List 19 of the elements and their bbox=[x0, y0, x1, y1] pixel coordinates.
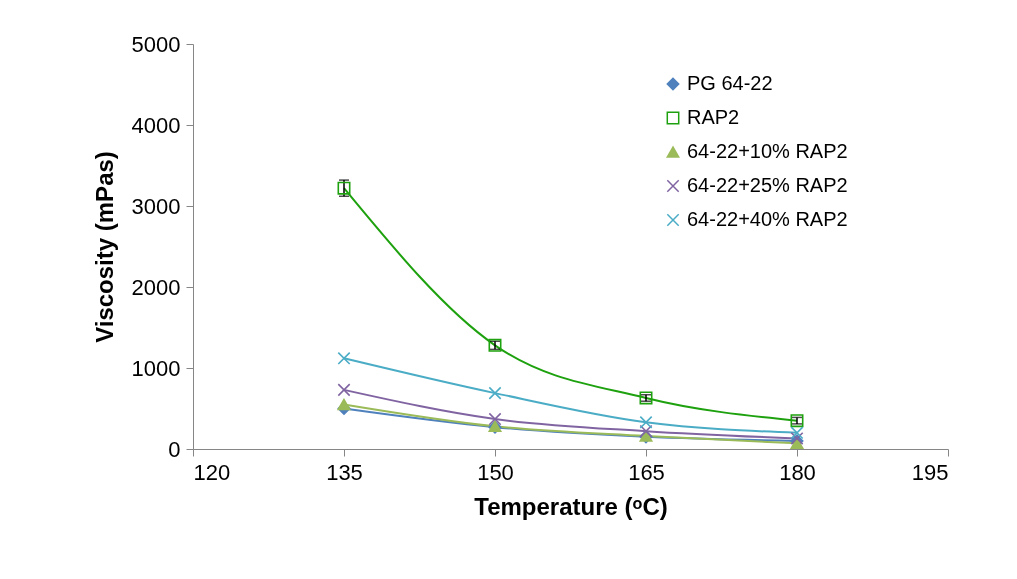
x-tick-label: 135 bbox=[326, 459, 363, 485]
y-tick-label: 0 bbox=[168, 436, 181, 462]
y-axis-title: Viscosity (mPas) bbox=[90, 151, 118, 343]
x-tick-label: 180 bbox=[779, 459, 816, 485]
x-tick-label: 120 bbox=[193, 459, 231, 485]
y-tick-label: 4000 bbox=[131, 112, 181, 138]
y-tick-label: 2000 bbox=[131, 274, 181, 300]
legend-label: 64-22+40% RAP2 bbox=[687, 208, 848, 230]
legend-label: RAP2 bbox=[687, 106, 740, 128]
x-tick-label: 150 bbox=[477, 459, 514, 485]
legend-label: PG 64-22 bbox=[687, 72, 773, 94]
x-axis-title: Temperature (ᵒC) bbox=[474, 492, 668, 520]
y-tick-label: 3000 bbox=[131, 193, 181, 219]
legend-label: 64-22+10% RAP2 bbox=[687, 140, 848, 162]
y-tick-label: 1000 bbox=[131, 355, 181, 381]
legend-label: 64-22+25% RAP2 bbox=[687, 174, 848, 196]
x-tick-label: 165 bbox=[628, 459, 665, 485]
y-tick-label: 5000 bbox=[131, 31, 181, 57]
x-tick-label: 195 bbox=[911, 459, 949, 485]
